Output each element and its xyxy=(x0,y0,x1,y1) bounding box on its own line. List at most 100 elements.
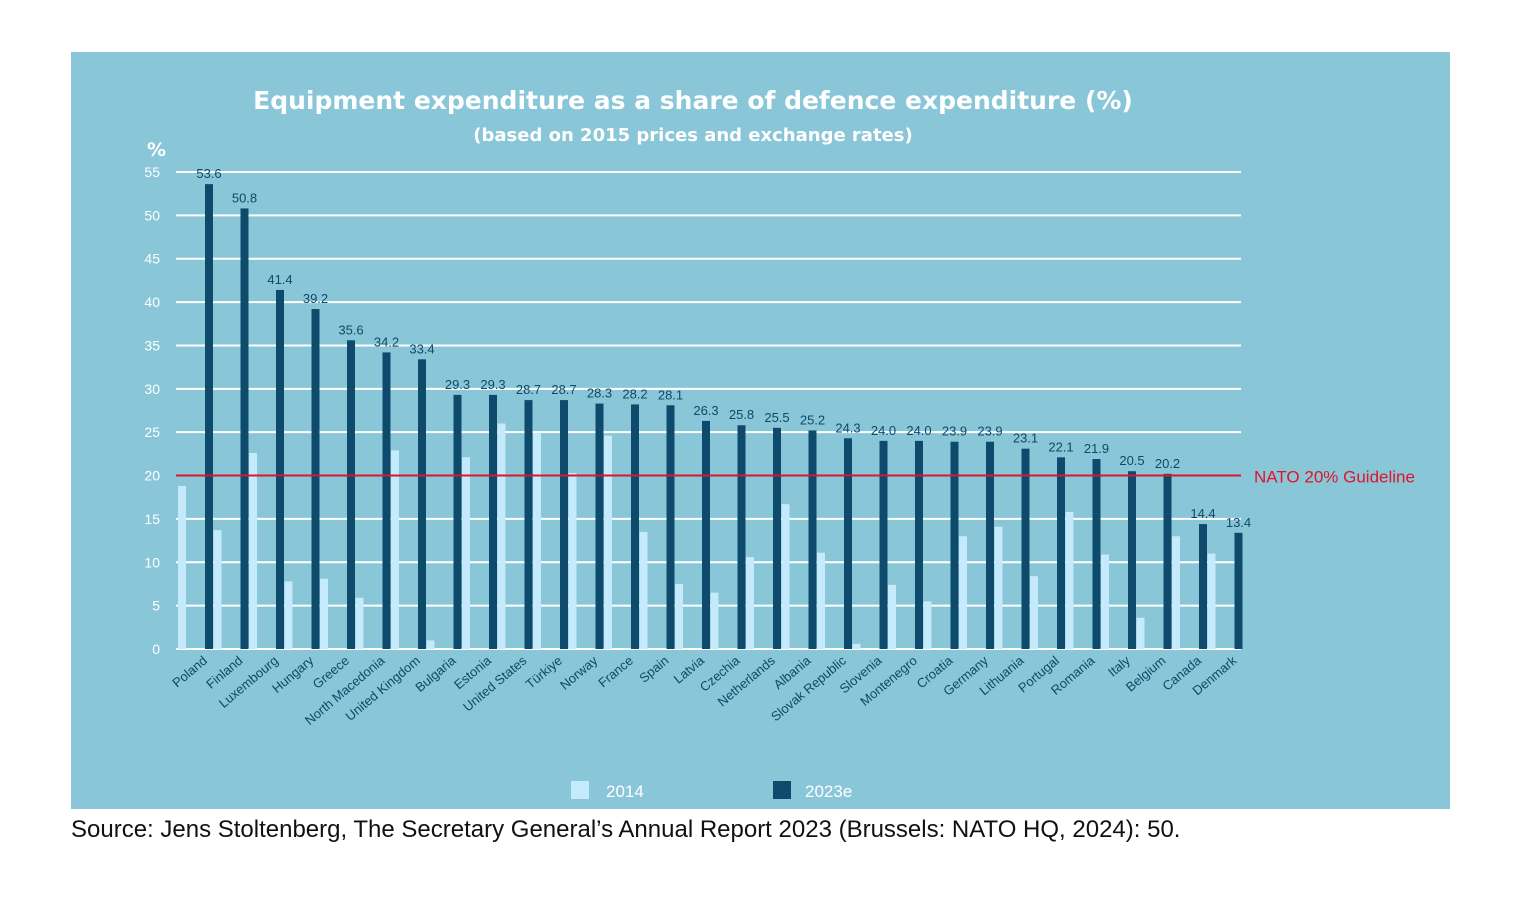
category-label: Spain xyxy=(636,653,671,686)
guideline-label: NATO 20% Guideline xyxy=(1254,468,1415,487)
value-label-2023e: 23.9 xyxy=(942,424,967,439)
value-label-2023e: 25.2 xyxy=(800,412,825,427)
value-label-2023e: 39.2 xyxy=(303,291,328,306)
value-label-2023e: 29.3 xyxy=(445,377,470,392)
bar-2023e xyxy=(347,340,355,649)
bar-2014 xyxy=(852,643,861,649)
bar-2014 xyxy=(391,450,399,649)
value-label-2023e: 26.3 xyxy=(693,403,718,418)
y-tick-label: 30 xyxy=(144,381,160,397)
bar-2014 xyxy=(923,601,932,649)
source-note: Source: Jens Stoltenberg, The Secretary … xyxy=(71,816,1181,843)
bar-2014 xyxy=(497,423,506,649)
bar-2014 xyxy=(959,536,967,649)
value-label-2023e: 25.5 xyxy=(764,410,789,425)
value-label-2023e: 28.2 xyxy=(622,386,647,401)
y-tick-label: 55 xyxy=(144,164,160,180)
bar-2023e xyxy=(737,425,746,649)
legend-swatch-2014 xyxy=(571,781,589,799)
legend-label-2014: 2014 xyxy=(606,782,644,801)
bar-2014 xyxy=(533,433,541,649)
bar-2014 xyxy=(675,583,683,649)
category-label: France xyxy=(595,653,636,691)
y-tick-label: 40 xyxy=(144,294,160,310)
bar-2023e xyxy=(524,400,533,649)
bars xyxy=(178,184,1243,649)
y-tick-label: 10 xyxy=(144,554,160,570)
category-label: Türkiye xyxy=(523,653,565,692)
value-label-2023e: 24.3 xyxy=(835,420,860,435)
bar-2023e xyxy=(1057,457,1065,649)
bar-2014 xyxy=(249,452,257,649)
bar-2014 xyxy=(178,485,186,649)
value-label-2023e: 13.4 xyxy=(1226,515,1251,530)
bar-2014 xyxy=(781,504,790,649)
value-label-2023e: 20.2 xyxy=(1155,456,1180,471)
bar-2023e xyxy=(1234,532,1243,649)
bar-2023e xyxy=(240,208,249,649)
bar-2014 xyxy=(639,531,648,649)
value-label-2023e: 28.3 xyxy=(587,386,612,401)
value-label-2023e: 28.7 xyxy=(551,382,576,397)
bar-2014 xyxy=(817,552,825,649)
bar-2014 xyxy=(888,584,896,649)
value-label-2023e: 14.4 xyxy=(1190,506,1215,521)
bar-2023e xyxy=(702,420,710,649)
bar-2014 xyxy=(710,592,719,649)
bar-2014 xyxy=(284,581,293,649)
y-tick-label: 0 xyxy=(152,641,160,657)
category-label: Belgium xyxy=(1123,653,1169,695)
category-label: Poland xyxy=(169,653,210,691)
legend-swatch-2023e xyxy=(773,781,791,799)
value-label-2023e: 53.6 xyxy=(196,166,221,181)
bar-2014 xyxy=(746,557,754,649)
guideline: NATO 20% Guideline xyxy=(176,468,1415,487)
y-tick-label: 35 xyxy=(144,337,160,353)
bar-2023e xyxy=(879,440,888,649)
value-labels: 53.6 50.8 41.4 39.2 35.6 34.2 33.4 29.3 29.3 28.7… xyxy=(196,166,1251,530)
bar-2023e xyxy=(773,427,781,649)
value-label-2023e: 23.1 xyxy=(1013,431,1038,446)
bar-2014 xyxy=(1136,617,1145,649)
bar-2023e xyxy=(631,404,639,649)
bar-2023e xyxy=(1092,459,1101,649)
bar-2014 xyxy=(213,530,222,649)
bar-2023e xyxy=(560,400,568,649)
bar-2014 xyxy=(355,597,364,649)
y-tick-label: 50 xyxy=(144,207,160,223)
y-tick-labels: 0 5 10 15 20 25 30 35 40 45 50 55 xyxy=(144,164,160,657)
bar-2014 xyxy=(568,472,577,649)
category-labels: PolandFinlandLuxembourgHungaryGreeceNort… xyxy=(169,652,1240,728)
bar-2023e xyxy=(1021,448,1030,649)
bar-2023e xyxy=(1199,524,1207,649)
bar-2023e xyxy=(595,403,604,649)
category-label: Bulgaria xyxy=(412,652,459,695)
bar-2014 xyxy=(462,457,470,649)
legend: 2014 2023e xyxy=(571,781,852,801)
y-axis-label: % xyxy=(147,139,166,161)
value-label-2023e: 33.4 xyxy=(409,341,434,356)
bar-2014 xyxy=(320,578,328,649)
bar-2023e xyxy=(276,289,284,649)
bar-2014 xyxy=(1172,536,1180,649)
value-label-2023e: 20.5 xyxy=(1119,453,1144,468)
bar-2023e xyxy=(311,309,320,649)
bar-2023e xyxy=(986,441,994,649)
bar-2014 xyxy=(604,435,612,649)
value-label-2023e: 24.0 xyxy=(906,423,931,438)
bar-2014 xyxy=(1207,553,1216,649)
bar-2023e xyxy=(418,359,426,649)
bar-2014 xyxy=(1065,511,1074,649)
bar-2023e xyxy=(666,405,675,649)
value-label-2023e: 28.7 xyxy=(516,382,541,397)
category-label: Norway xyxy=(557,652,601,692)
bar-2023e xyxy=(1163,473,1172,649)
bar-2014 xyxy=(1030,576,1038,649)
value-label-2023e: 35.6 xyxy=(338,322,363,337)
value-label-2023e: 29.3 xyxy=(480,377,505,392)
value-label-2023e: 50.8 xyxy=(232,190,257,205)
y-tick-label: 20 xyxy=(144,468,160,484)
bar-2023e xyxy=(950,441,959,649)
y-tick-label: 25 xyxy=(144,424,160,440)
y-tick-label: 45 xyxy=(144,251,160,267)
